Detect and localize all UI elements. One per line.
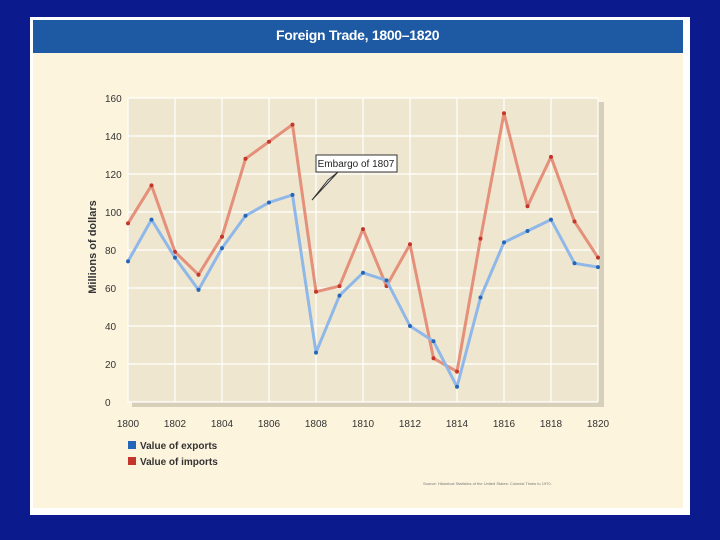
x-tick-label: 1818 (540, 419, 563, 430)
data-point-exports (502, 240, 506, 245)
data-point-exports (596, 265, 600, 270)
y-tick-label: 60 (105, 284, 117, 295)
data-point-imports (525, 204, 530, 209)
x-tick-label: 1812 (399, 419, 422, 430)
y-tick-label: 120 (105, 170, 122, 181)
data-point-exports (149, 217, 154, 222)
data-point-imports (408, 242, 412, 247)
y-axis-ticks: 0 20 40 60 80 100 120 140 160 (105, 94, 122, 409)
data-point-imports (196, 272, 201, 277)
y-tick-label: 20 (105, 360, 117, 371)
legend-swatch-imports (128, 457, 136, 465)
y-axis-label: Millions of dollars (87, 200, 99, 294)
y-tick-label: 0 (105, 398, 111, 409)
data-point-exports (173, 255, 177, 260)
data-point-imports (267, 139, 271, 144)
y-tick-label: 80 (105, 246, 117, 257)
data-point-exports (126, 259, 130, 264)
data-point-imports (502, 111, 506, 116)
data-point-exports (549, 217, 553, 222)
data-point-imports (478, 236, 483, 241)
data-point-exports (337, 293, 342, 298)
x-tick-label: 1820 (587, 419, 610, 430)
x-tick-label: 1800 (117, 419, 140, 430)
data-point-imports (126, 221, 130, 226)
annotation-box (315, 154, 398, 173)
y-tick-label: 100 (105, 208, 122, 219)
data-point-imports (173, 249, 177, 254)
data-point-imports (290, 122, 295, 127)
data-point-exports (525, 229, 530, 233)
data-point-exports (455, 384, 459, 389)
data-point-imports (431, 356, 436, 361)
x-tick-label: 1802 (164, 419, 187, 430)
data-point-imports (243, 156, 248, 161)
data-point-exports (431, 339, 436, 344)
data-point-exports (267, 200, 271, 205)
x-tick-label: 1816 (493, 419, 516, 430)
data-point-imports (572, 219, 577, 224)
annotation-pointer (311, 171, 339, 201)
data-point-exports (361, 270, 365, 275)
data-point-imports (455, 369, 459, 374)
x-tick-label: 1810 (352, 419, 375, 430)
legend-swatch-exports (128, 441, 136, 449)
data-point-exports (290, 192, 295, 197)
x-tick-label: 1808 (305, 419, 328, 430)
y-tick-label: 140 (105, 132, 122, 143)
data-point-imports (337, 284, 342, 289)
legend: Value of exports Value of imports (128, 441, 218, 468)
data-point-imports (220, 234, 224, 239)
data-point-imports (314, 289, 318, 294)
annotation-text: Embargo of 1807 (318, 159, 395, 170)
data-point-exports (478, 295, 483, 300)
data-point-exports (384, 278, 389, 283)
data-point-imports (149, 183, 154, 188)
y-tick-label: 160 (105, 94, 122, 105)
data-point-exports (314, 350, 318, 355)
series-group (126, 111, 600, 389)
data-point-exports (196, 287, 201, 292)
source-note: Source: Historical Statistics of the Uni… (423, 481, 552, 486)
x-tick-label: 1806 (258, 419, 281, 430)
x-tick-label: 1804 (211, 419, 234, 430)
x-axis-ticks: 1800 1802 1804 1806 1808 1810 1812 1814 1816 1818… (117, 419, 610, 430)
chart-title: Foreign Trade, 1800–1820 (276, 27, 440, 43)
data-point-exports (408, 324, 412, 328)
data-point-imports (361, 227, 365, 232)
data-point-imports (549, 154, 553, 159)
data-point-exports (572, 261, 577, 266)
data-point-exports (220, 246, 224, 251)
data-point-exports (243, 213, 248, 218)
legend-label-imports: Value of imports (140, 457, 218, 468)
y-tick-label: 40 (105, 322, 117, 333)
legend-label-exports: Value of exports (140, 441, 218, 452)
embargo-annotation: Embargo of 1807 (311, 154, 398, 201)
title-bar (33, 20, 683, 53)
x-tick-label: 1814 (446, 419, 469, 430)
data-point-imports (596, 255, 600, 260)
